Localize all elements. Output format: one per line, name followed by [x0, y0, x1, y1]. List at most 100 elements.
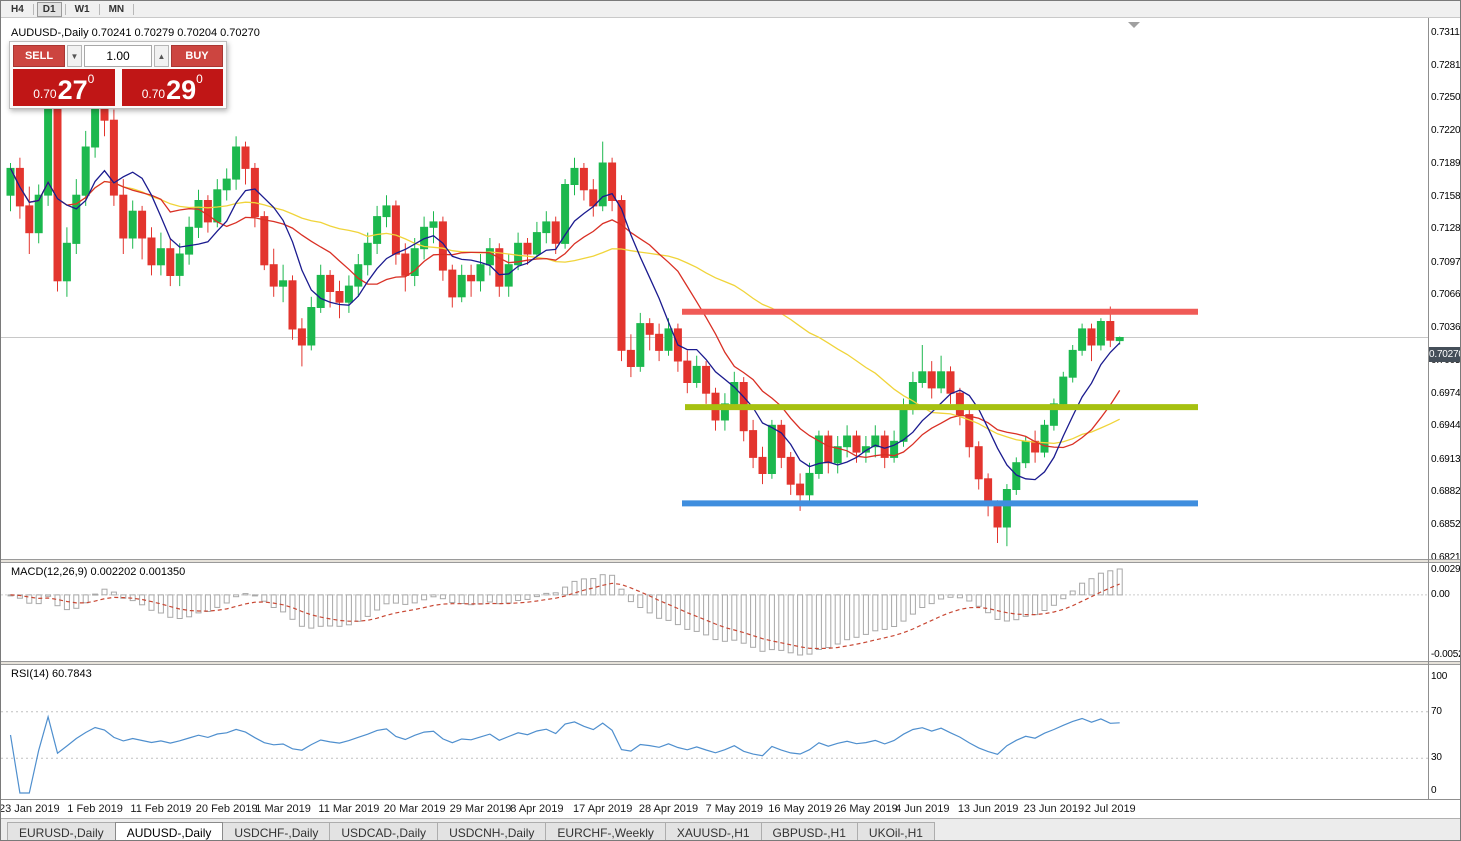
- candle: [485, 248, 494, 266]
- macd-histogram-bar: [571, 580, 578, 596]
- candle: [476, 264, 485, 282]
- candle: [617, 200, 626, 351]
- candle: [203, 200, 212, 223]
- macd-histogram-bar: [195, 594, 202, 614]
- symbol-tab-usdchf[interactable]: USDCHF-,Daily: [222, 822, 331, 840]
- candle: [767, 424, 776, 474]
- macd-chart[interactable]: [1, 563, 1428, 661]
- macd-histogram-bar: [825, 594, 832, 648]
- pane-splitter[interactable]: [1, 559, 1460, 563]
- candle: [1002, 489, 1011, 528]
- macd-histogram-bar: [731, 594, 738, 641]
- macd-histogram-bar: [966, 594, 973, 602]
- candle: [1021, 440, 1030, 464]
- buy-price-display[interactable]: 0.70 29 0: [121, 69, 223, 106]
- macd-histogram-bar: [1116, 568, 1123, 596]
- main-chart-pane: AUDUSD-,Daily 0.70241 0.70279 0.70204 0.…: [1, 18, 1461, 563]
- macd-histogram-bar: [853, 594, 860, 638]
- macd-histogram-bar: [505, 594, 512, 604]
- timeframe-button-d1[interactable]: D1: [36, 1, 62, 17]
- candle: [749, 430, 758, 458]
- macd-histogram-bar: [364, 594, 371, 617]
- candle: [955, 392, 964, 416]
- date-axis-label: 20 Feb 2019: [195, 803, 258, 815]
- macd-histogram-bar: [1013, 594, 1020, 621]
- candle: [974, 446, 983, 480]
- macd-histogram-bar: [148, 594, 155, 611]
- macd-histogram-bar: [844, 594, 851, 641]
- sell-price-sup: 0: [87, 72, 95, 86]
- pane-splitter[interactable]: [1, 661, 1460, 665]
- candle: [542, 221, 551, 234]
- macd-histogram-bar: [778, 594, 785, 651]
- sell-price-display[interactable]: 0.70 27 0: [13, 69, 115, 106]
- volume-decrease-button[interactable]: ▼: [67, 45, 82, 67]
- volume-input[interactable]: [84, 45, 152, 67]
- macd-histogram-bar: [985, 594, 992, 614]
- date-axis-label: 8 Apr 2019: [510, 803, 564, 815]
- candle: [232, 146, 241, 180]
- candle: [551, 221, 560, 244]
- candle: [213, 189, 222, 223]
- macd-histogram-bar: [486, 594, 493, 603]
- macd-histogram-bar: [1069, 590, 1076, 596]
- time-axis[interactable]: 23 Jan 2019 1 Feb 2019 11 Feb 2019 20 Feb 2…: [1, 799, 1460, 818]
- symbol-tab-gbpusd[interactable]: GBPUSD-,H1: [760, 822, 858, 840]
- macd-histogram-bar: [73, 594, 80, 609]
- timeframe-button-mn[interactable]: MN: [108, 3, 125, 15]
- candle: [899, 408, 908, 442]
- symbol-tab-ukoil[interactable]: UKOil-,H1: [856, 822, 935, 840]
- candle: [467, 274, 476, 282]
- candle: [81, 146, 90, 196]
- symbol-tab-xauusd[interactable]: XAUUSD-,H1: [664, 822, 762, 840]
- macd-histogram-bar: [862, 594, 869, 635]
- symbol-tab-eurchf[interactable]: EURCHF-,Weekly: [545, 822, 666, 840]
- candle: [514, 242, 523, 266]
- macd-histogram-bar: [458, 594, 465, 604]
- timeframe-button-w1[interactable]: W1: [74, 3, 90, 15]
- macd-histogram-bar: [289, 594, 296, 620]
- candle: [1106, 321, 1115, 341]
- candle: [786, 456, 795, 485]
- macd-histogram-bar: [938, 594, 945, 600]
- macd-signal-line: [10, 582, 1120, 650]
- rsi-axis-label: 100: [1431, 671, 1448, 682]
- price-axis-label: 0.68825: [1431, 486, 1461, 498]
- candlestick-chart[interactable]: [1, 18, 1428, 559]
- volume-increase-button[interactable]: ▲: [154, 45, 169, 67]
- candle: [598, 162, 607, 207]
- date-axis-label: 20 Mar 2019: [383, 803, 446, 815]
- macd-histogram-bar: [703, 594, 710, 636]
- candle: [495, 248, 504, 287]
- symbol-tab-eurusd[interactable]: EURUSD-,Daily: [7, 822, 116, 840]
- chevron-down-icon: ▼: [70, 51, 79, 61]
- macd-histogram-bar: [26, 594, 33, 604]
- macd-histogram-bar: [1079, 582, 1086, 596]
- timeframe-button-h4[interactable]: H4: [11, 3, 24, 15]
- candle: [570, 167, 579, 185]
- candle: [1059, 376, 1068, 405]
- sell-button[interactable]: SELL: [13, 45, 65, 67]
- macd-axis-label: -0.005256: [1431, 649, 1460, 660]
- candle: [279, 280, 288, 287]
- macd-histogram-bar: [45, 594, 52, 597]
- macd-histogram-bar: [580, 578, 587, 596]
- rsi-chart[interactable]: [1, 665, 1428, 799]
- chart-tab-bar: EURUSD-,Daily AUDUSD-,Daily USDCHF-,Daily U…: [1, 818, 1460, 840]
- candle: [391, 205, 400, 255]
- candle: [373, 216, 382, 244]
- symbol-tab-usdcnh[interactable]: USDCNH-,Daily: [437, 822, 547, 840]
- price-axis-label: 0.71585: [1431, 190, 1461, 202]
- symbol-tab-audusd[interactable]: AUDUSD-,Daily: [114, 822, 224, 840]
- candle: [138, 210, 147, 239]
- candle: [401, 253, 410, 276]
- macd-histogram-bar: [92, 593, 99, 596]
- price-axis-label: 0.73115: [1431, 27, 1460, 38]
- symbol-tab-usdcad[interactable]: USDCAD-,Daily: [329, 822, 439, 840]
- candle: [363, 242, 372, 266]
- medium-ma: [9, 168, 1121, 459]
- buy-button[interactable]: BUY: [171, 45, 223, 67]
